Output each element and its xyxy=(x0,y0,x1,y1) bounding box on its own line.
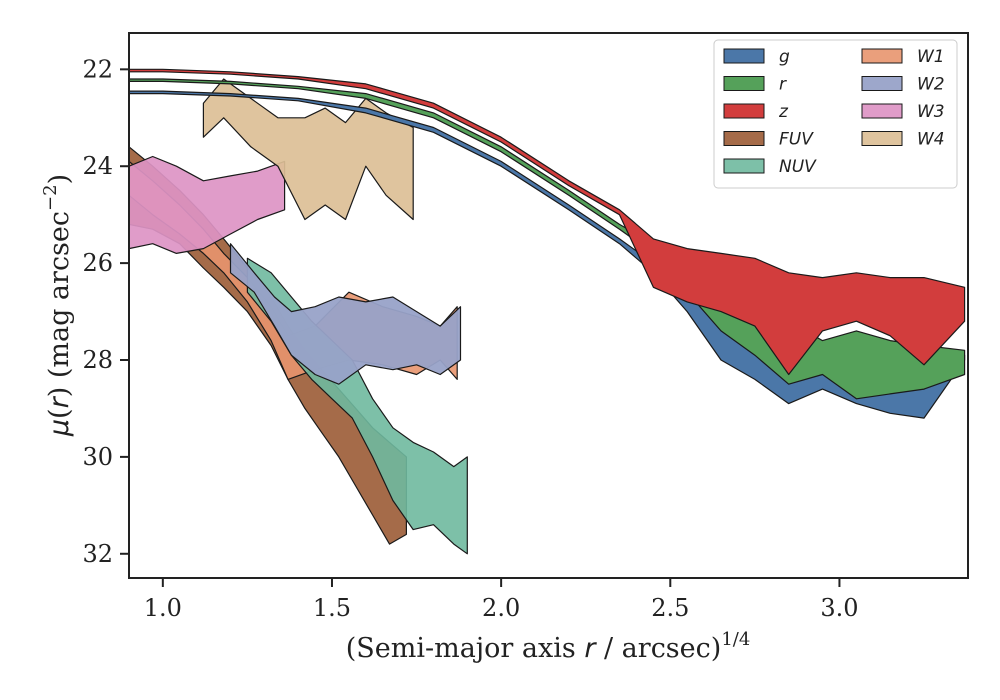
x-tick-label: 1.5 xyxy=(313,594,351,622)
legend: grz FUV NUV W1 W2 W3 W4 xyxy=(713,39,958,189)
y-axis-ticks: 22 24 26 28 30 32 xyxy=(82,55,129,568)
series-band-w3 xyxy=(128,155,286,254)
legend-label-r: r xyxy=(779,75,787,95)
y-tick-label: 28 xyxy=(82,346,113,374)
legend-swatch-w3 xyxy=(861,103,903,119)
legend-label-w4: W4 xyxy=(917,130,945,150)
series-fills xyxy=(128,68,966,555)
series-band-w2 xyxy=(229,243,462,385)
y-tick-label: 22 xyxy=(82,55,113,83)
legend-label-w2: W2 xyxy=(917,75,945,95)
legend-swatch-fuv xyxy=(723,131,765,146)
legend-swatch-g xyxy=(723,48,765,64)
legend-swatch-nuv xyxy=(723,158,765,174)
legend-swatch-w1 xyxy=(861,48,903,64)
y-tick-label: 32 xyxy=(82,540,113,568)
legend-swatch-z xyxy=(723,103,765,119)
x-axis-title: (Semi-major axis r / arcsec)1/4 xyxy=(346,629,751,664)
y-tick-label: 24 xyxy=(82,152,113,180)
legend-label-g: g xyxy=(779,47,790,67)
legend-label-w3: W3 xyxy=(917,102,945,122)
legend-label-nuv: NUV xyxy=(779,157,817,177)
series-band-w4 xyxy=(202,78,414,221)
legend-swatch-w2 xyxy=(861,76,903,91)
legend-swatch-w4 xyxy=(861,131,903,146)
series-band-z xyxy=(128,68,966,376)
x-tick-label: 3.0 xyxy=(820,594,858,622)
legend-label-fuv: FUV xyxy=(779,130,814,150)
x-tick-label: 1.0 xyxy=(144,594,182,622)
x-tick-label: 2.0 xyxy=(482,594,520,622)
legend-label-z: z xyxy=(778,102,789,122)
legend-label-w1: W1 xyxy=(917,47,945,67)
y-axis-title: μ(r) (mag arcsec−2) xyxy=(40,174,75,437)
x-axis-ticks: 1.0 1.5 2.0 2.5 3.0 xyxy=(144,578,859,622)
x-tick-label: 2.5 xyxy=(651,594,689,622)
y-tick-label: 26 xyxy=(82,249,113,277)
plot-frame xyxy=(128,32,969,579)
y-tick-label: 30 xyxy=(82,443,113,471)
legend-swatch-r xyxy=(723,76,765,91)
